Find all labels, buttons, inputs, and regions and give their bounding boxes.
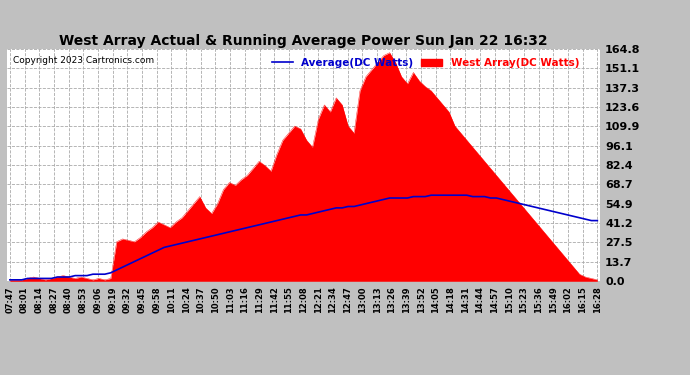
Text: Copyright 2023 Cartronics.com: Copyright 2023 Cartronics.com (13, 56, 154, 65)
Title: West Array Actual & Running Average Power Sun Jan 22 16:32: West Array Actual & Running Average Powe… (59, 34, 548, 48)
Legend: Average(DC Watts), West Array(DC Watts): Average(DC Watts), West Array(DC Watts) (268, 54, 583, 72)
